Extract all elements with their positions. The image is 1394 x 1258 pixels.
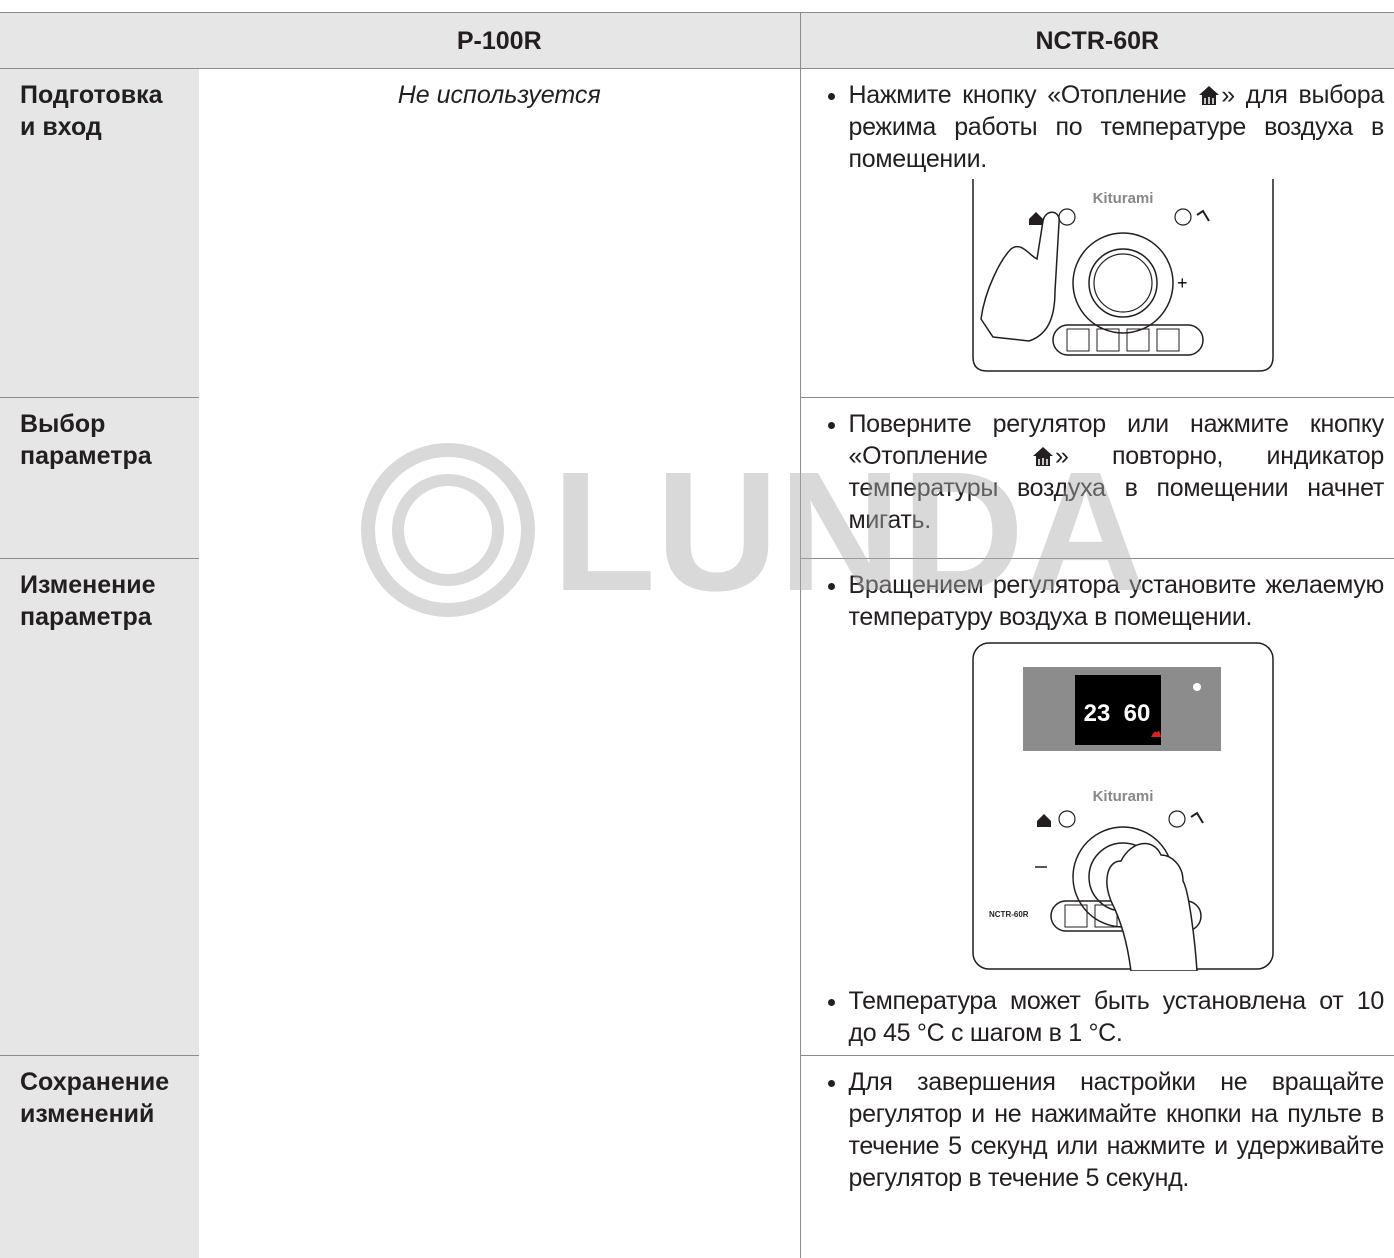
- brand: Kiturami: [1092, 190, 1153, 207]
- label-line: Изменение: [20, 571, 156, 599]
- nctr-cell: Для завершения настройки не вращайте рег…: [799, 1055, 1394, 1258]
- label-line: изменений: [20, 1100, 155, 1128]
- header-row: P-100R NCTR-60R: [0, 12, 1394, 69]
- label-line: параметра: [20, 603, 152, 631]
- house-icon: [1199, 86, 1220, 105]
- header-cell: P-100R: [199, 12, 800, 69]
- nctr-cell: Поверните регулятор или нажмите кнопку «…: [799, 397, 1394, 559]
- row: Сохранение изменений Для завершения настр…: [0, 1055, 1394, 1258]
- label-line: параметра: [20, 442, 152, 470]
- header-empty: [0, 12, 199, 69]
- label-line: Подготовка: [20, 81, 163, 109]
- label-line: Сохранение: [20, 1068, 170, 1096]
- nctr-cell: Вращением регулятора установите желаемую…: [799, 558, 1394, 1056]
- display-value: 60: [1123, 700, 1150, 727]
- list: Нажмите кнопку «Отопление » для выбора р…: [821, 79, 1385, 175]
- header-cell: NCTR-60R: [799, 12, 1394, 69]
- plus-sign: +: [1177, 273, 1188, 293]
- bullet-item: Температура может быть установлена от 10…: [849, 985, 1385, 1049]
- row: Изменение параметра Вращением регулятора …: [0, 558, 1394, 1056]
- p100r-cell: Не используется: [199, 69, 800, 1258]
- text: Поверните регулятор или нажмите кнопку «…: [848, 410, 1385, 470]
- row-label: Выбор параметра: [0, 397, 199, 559]
- row-label: Сохранение изменений: [0, 1055, 199, 1258]
- nctr-cell: Нажмите кнопку «Отопление » для выбора р…: [799, 68, 1394, 398]
- note: Не используется: [397, 81, 601, 109]
- brand: Kiturami: [1092, 788, 1153, 805]
- comparison-table: P-100R NCTR-60R Подготовка и вход Не испо…: [0, 12, 1394, 1258]
- row: Выбор параметра Поверните регулятор или н…: [0, 397, 1394, 559]
- list: Температура может быть установлена от 10…: [821, 985, 1385, 1049]
- bullet-item: Нажмите кнопку «Отопление » для выбора р…: [849, 79, 1385, 175]
- bullet-item: Для завершения настройки не вращайте рег…: [849, 1066, 1385, 1194]
- list: Поверните регулятор или нажмите кнопку «…: [821, 408, 1385, 536]
- display-value: 23: [1083, 700, 1110, 727]
- house-icon: [1033, 447, 1054, 466]
- label-line: Выбор: [20, 410, 106, 438]
- controller-figure: Kiturami +: [971, 179, 1274, 372]
- controller-figure: 23 60 Kiturami NCTR-60R: [971, 642, 1274, 971]
- list: Для завершения настройки не вращайте рег…: [821, 1066, 1385, 1194]
- text: » повторно, индикатор температуры воздух…: [848, 442, 1385, 534]
- label-line: и вход: [20, 113, 102, 141]
- bullet-item: Вращением регулятора установите желаемую…: [849, 569, 1385, 633]
- text: » для выбора режима работы по температур…: [848, 81, 1385, 173]
- text: Нажмите кнопку «Отопление: [848, 81, 1198, 109]
- model: NCTR-60R: [989, 910, 1029, 919]
- list: Вращением регулятора установите желаемую…: [821, 569, 1385, 633]
- bullet-item: Поверните регулятор или нажмите кнопку «…: [849, 408, 1385, 536]
- row-label: Подготовка и вход: [0, 68, 199, 398]
- row: Подготовка и вход Не используется Нажмите…: [0, 68, 1394, 398]
- row-label: Изменение параметра: [0, 558, 199, 1056]
